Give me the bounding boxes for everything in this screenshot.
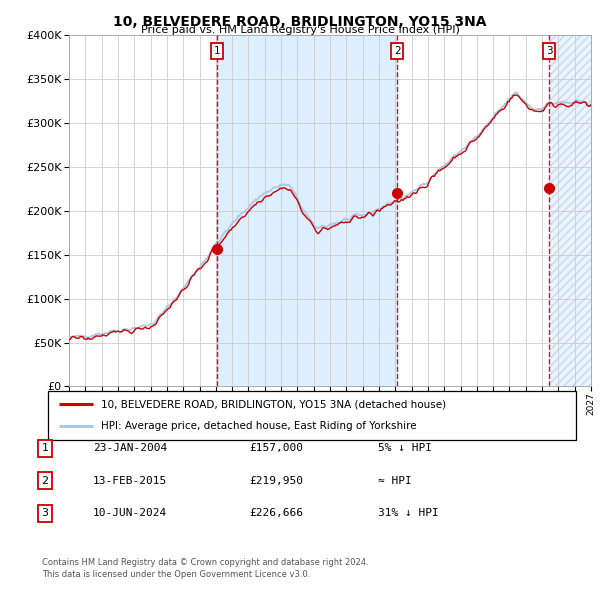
Bar [217,35,397,386]
Text: 3: 3 [546,46,553,56]
Text: ≈ HPI: ≈ HPI [378,476,412,486]
Text: HPI: Average price, detached house, East Riding of Yorkshire: HPI: Average price, detached house, East… [101,421,416,431]
Text: Price paid vs. HM Land Registry's House Price Index (HPI): Price paid vs. HM Land Registry's House … [140,25,460,35]
Text: £226,666: £226,666 [249,509,303,518]
Text: £157,000: £157,000 [249,444,303,453]
Text: 2: 2 [41,476,49,486]
Text: 23-JAN-2004: 23-JAN-2004 [93,444,167,453]
Text: 10-JUN-2024: 10-JUN-2024 [93,509,167,518]
Bar [549,35,600,386]
Text: 2: 2 [394,46,401,56]
Text: 10, BELVEDERE ROAD, BRIDLINGTON, YO15 3NA: 10, BELVEDERE ROAD, BRIDLINGTON, YO15 3N… [113,15,487,29]
Text: 3: 3 [41,509,49,518]
Text: £219,950: £219,950 [249,476,303,486]
Text: 1: 1 [214,46,220,56]
Text: 5% ↓ HPI: 5% ↓ HPI [378,444,432,453]
Text: 10, BELVEDERE ROAD, BRIDLINGTON, YO15 3NA (detached house): 10, BELVEDERE ROAD, BRIDLINGTON, YO15 3N… [101,399,446,409]
Text: 31% ↓ HPI: 31% ↓ HPI [378,509,439,518]
Text: 1: 1 [41,444,49,453]
Text: Contains HM Land Registry data © Crown copyright and database right 2024.
This d: Contains HM Land Registry data © Crown c… [42,558,368,579]
Text: 13-FEB-2015: 13-FEB-2015 [93,476,167,486]
